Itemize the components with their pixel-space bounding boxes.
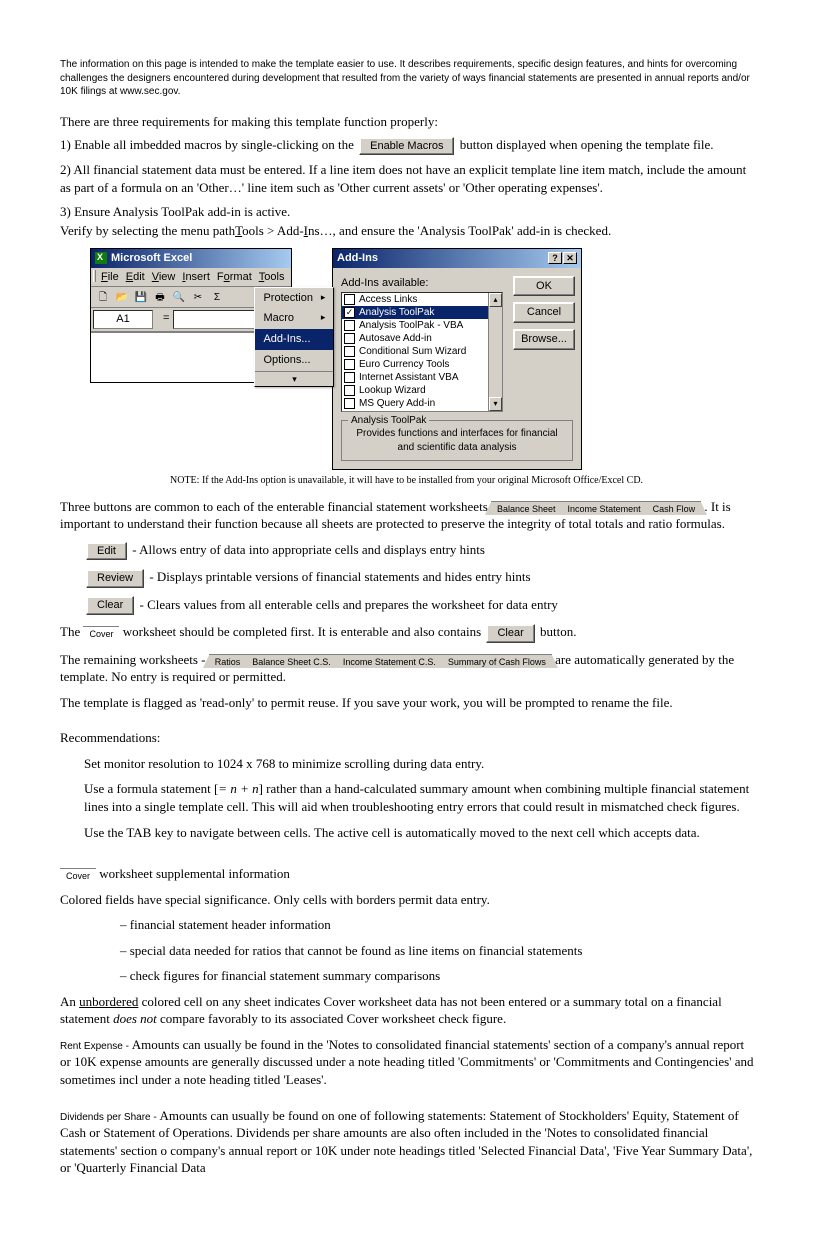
- requirement-3a: 3) Ensure Analysis ToolPak add-in is act…: [60, 203, 757, 221]
- preview-icon[interactable]: 🔍: [171, 289, 187, 305]
- menu-addins[interactable]: Add-Ins...: [255, 329, 333, 350]
- cover-para: The Cover worksheet should be completed …: [60, 623, 757, 642]
- bullet-1: – financial statement header information: [120, 916, 757, 934]
- readonly-para: The template is flagged as 'read-only' t…: [60, 694, 757, 712]
- ok-button[interactable]: OK: [513, 276, 575, 297]
- addin-item[interactable]: ODBC Add-in: [342, 410, 502, 412]
- addins-title: Add-Ins: [337, 251, 378, 266]
- tab-cover[interactable]: Cover: [83, 626, 119, 640]
- recommendations-heading: Recommendations:: [60, 729, 757, 747]
- excel-titlebar: Microsoft Excel: [91, 249, 291, 268]
- excel-icon: [95, 252, 107, 264]
- addin-item[interactable]: ✓Analysis ToolPak: [342, 306, 502, 319]
- print-icon[interactable]: 🖶: [152, 289, 168, 305]
- menu-macro[interactable]: Macro▸: [255, 308, 333, 329]
- rec-1: Set monitor resolution to 1024 x 768 to …: [84, 755, 757, 773]
- addins-available-label: Add-Ins available:: [341, 276, 503, 291]
- addin-item[interactable]: Access Links: [342, 293, 502, 306]
- edit-button-desc: Edit - Allows entry of data into appropr…: [84, 541, 757, 560]
- addin-item[interactable]: Internet Assistant VBA: [342, 371, 502, 384]
- close-icon[interactable]: ✕: [563, 252, 577, 264]
- new-icon[interactable]: 🗋: [95, 289, 111, 305]
- menu-protection[interactable]: Protection▸: [255, 288, 333, 309]
- worksheet-tab[interactable]: Income Statement: [562, 501, 647, 515]
- cancel-button[interactable]: Cancel: [513, 302, 575, 323]
- supplemental-heading: Cover worksheet supplemental information: [60, 865, 757, 883]
- bullet-2: – special data needed for ratios that ca…: [120, 942, 757, 960]
- unbordered-para: An unbordered colored cell on any sheet …: [60, 993, 757, 1028]
- worksheet-tab[interactable]: Balance Sheet C.S.: [246, 654, 337, 668]
- addin-item[interactable]: Conditional Sum Wizard: [342, 345, 502, 358]
- open-icon[interactable]: 📂: [114, 289, 130, 305]
- common-buttons-para: Three buttons are common to each of the …: [60, 498, 757, 533]
- review-button-desc: Review - Displays printable versions of …: [84, 568, 757, 587]
- req1-text-a: 1) Enable all imbedded macros by single-…: [60, 137, 354, 152]
- addins-dialog: Add-Ins ? ✕ Add-Ins available: ▴▾ Access…: [332, 248, 582, 471]
- worksheet-tabs-b: RatiosBalance Sheet C.S.Income Statement…: [209, 654, 552, 668]
- excel-title: Microsoft Excel: [111, 251, 192, 266]
- dividends-para: Dividends per Share - Amounts can usuall…: [60, 1107, 757, 1177]
- worksheet-tab[interactable]: Cash Flow: [647, 501, 702, 515]
- menu-format[interactable]: Format: [217, 270, 252, 285]
- addin-item[interactable]: Euro Currency Tools: [342, 358, 502, 371]
- requirement-3b: Verify by selecting the menu pathTools >…: [60, 222, 757, 240]
- worksheet-tab[interactable]: Income Statement C.S.: [337, 654, 442, 668]
- rec-2: Use a formula statement [= n + n] rather…: [84, 780, 757, 815]
- sum-icon[interactable]: Σ: [209, 289, 225, 305]
- requirement-1: 1) Enable all imbedded macros by single-…: [60, 136, 757, 155]
- worksheet-tab[interactable]: Balance Sheet: [491, 501, 562, 515]
- menu-file[interactable]: File: [101, 270, 119, 285]
- addin-item[interactable]: Autosave Add-in: [342, 332, 502, 345]
- clear-button-desc: Clear - Clears values from all enterable…: [84, 596, 757, 615]
- excel-window: Microsoft Excel File Edit View Insert Fo…: [90, 248, 292, 384]
- addin-item[interactable]: Lookup Wizard: [342, 384, 502, 397]
- save-icon[interactable]: 💾: [133, 289, 149, 305]
- review-button[interactable]: Review: [86, 569, 144, 588]
- excel-menubar: File Edit View Insert Format Tools Prote…: [91, 268, 291, 288]
- menu-tools[interactable]: Tools Protection▸ Macro▸ Add-Ins... Opti…: [259, 270, 285, 285]
- tab-cover-2[interactable]: Cover: [60, 868, 96, 882]
- browse-button[interactable]: Browse...: [513, 329, 575, 350]
- addins-description: Analysis ToolPak Provides functions and …: [341, 420, 573, 461]
- install-note: NOTE: If the Add-Ins option is unavailab…: [170, 474, 757, 488]
- rent-expense-para: Rent Expense - Amounts can usually be fo…: [60, 1036, 757, 1089]
- menu-insert[interactable]: Insert: [182, 270, 210, 285]
- intro-text: The information on this page is intended…: [60, 58, 757, 99]
- addins-titlebar: Add-Ins ? ✕: [333, 249, 581, 268]
- addin-item[interactable]: MS Query Add-in: [342, 397, 502, 410]
- clear-button-2[interactable]: Clear: [486, 624, 534, 643]
- colored-fields-para: Colored fields have special significance…: [60, 891, 757, 909]
- rec-3: Use the TAB key to navigate between cell…: [84, 824, 757, 842]
- clear-button[interactable]: Clear: [86, 596, 134, 615]
- addins-list[interactable]: ▴▾ Access Links✓Analysis ToolPakAnalysis…: [341, 292, 503, 412]
- enable-macros-button[interactable]: Enable Macros: [359, 137, 454, 156]
- menu-expand-icon[interactable]: ▾: [255, 371, 333, 386]
- worksheet-tab[interactable]: Summary of Cash Flows: [442, 654, 552, 668]
- tools-dropdown: Protection▸ Macro▸ Add-Ins... Options...…: [254, 287, 334, 388]
- menu-options[interactable]: Options...: [255, 350, 333, 371]
- bullet-3: – check figures for financial statement …: [120, 967, 757, 985]
- edit-button[interactable]: Edit: [86, 542, 127, 561]
- remaining-para: The remaining worksheets - RatiosBalance…: [60, 651, 757, 686]
- worksheet-tabs-a: Balance SheetIncome StatementCash Flow: [491, 501, 701, 515]
- help-icon[interactable]: ?: [548, 252, 562, 264]
- requirements-heading: There are three requirements for making …: [60, 113, 757, 131]
- requirement-2: 2) All financial statement data must be …: [60, 161, 757, 196]
- name-box[interactable]: A1: [93, 310, 153, 329]
- cut-icon[interactable]: ✂: [190, 289, 206, 305]
- req1-text-b: button displayed when opening the templa…: [460, 137, 714, 152]
- addin-item[interactable]: Analysis ToolPak - VBA: [342, 319, 502, 332]
- menu-edit[interactable]: Edit: [126, 270, 145, 285]
- menu-view[interactable]: View: [152, 270, 176, 285]
